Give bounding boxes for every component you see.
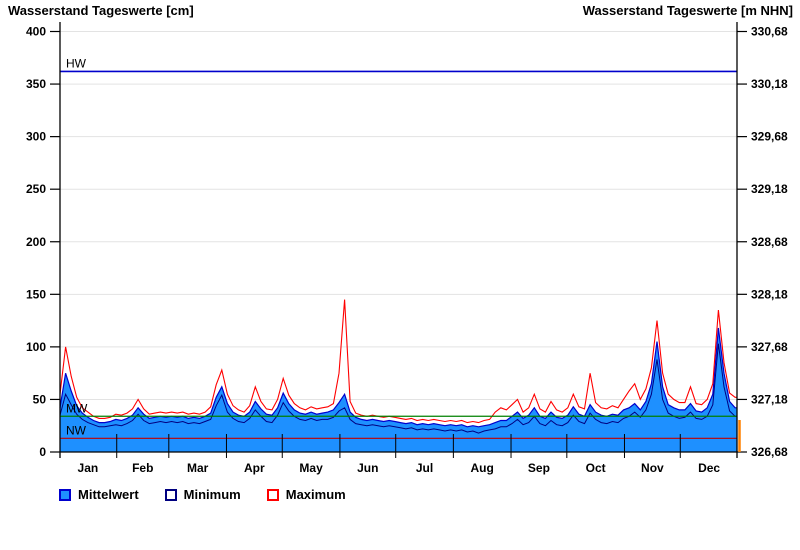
y-tick-label-left: 0 bbox=[39, 445, 46, 459]
y-tick-label-left: 250 bbox=[26, 182, 46, 196]
y-tick-label-left: 300 bbox=[26, 130, 46, 144]
x-tick-label-month: May bbox=[299, 461, 323, 475]
chart-title-right: Wasserstand Tageswerte [m NHN] bbox=[582, 3, 793, 18]
y-tick-label-left: 50 bbox=[33, 392, 47, 406]
x-tick-label-month: Nov bbox=[641, 461, 664, 475]
x-tick-label-month: Jan bbox=[78, 461, 99, 475]
y-tick-label-right: 328,68 bbox=[751, 235, 788, 249]
y-gridlines bbox=[60, 31, 737, 400]
x-tick-label-month: Feb bbox=[132, 461, 153, 475]
y-tick-label-right: 327,18 bbox=[751, 392, 788, 406]
x-tick-label-month: Aug bbox=[471, 461, 494, 475]
y-tick-label-right: 330,18 bbox=[751, 77, 788, 91]
legend-label-mittelwert: Mittelwert bbox=[78, 487, 139, 502]
hw-label: HW bbox=[66, 56, 87, 70]
y-tick-label-left: 150 bbox=[26, 287, 46, 301]
legend-label-maximum: Maximum bbox=[285, 487, 346, 502]
x-tick-label-month: Mar bbox=[187, 461, 209, 475]
x-tick-label-month: Oct bbox=[586, 461, 606, 475]
x-tick-label-month: Jul bbox=[416, 461, 433, 475]
chart-legend: Mittelwert Minimum Maximum bbox=[59, 487, 346, 502]
chart-title-left: Wasserstand Tageswerte [cm] bbox=[8, 3, 194, 18]
x-tick-label-month: Dec bbox=[698, 461, 720, 475]
y-tick-label-right: 326,68 bbox=[751, 445, 788, 459]
y-tick-label-left: 400 bbox=[26, 25, 46, 39]
legend-label-minimum: Minimum bbox=[183, 487, 241, 502]
nw-label: NW bbox=[66, 423, 87, 437]
y-tick-label-right: 330,68 bbox=[751, 25, 788, 39]
mittelwert-swatch-icon bbox=[59, 488, 71, 501]
axes bbox=[50, 22, 747, 458]
y-tick-label-left: 350 bbox=[26, 77, 46, 91]
legend-item-maximum: Maximum bbox=[266, 487, 346, 502]
legend-item-minimum: Minimum bbox=[164, 487, 241, 502]
x-tick-label-month: Sep bbox=[528, 461, 550, 475]
y-tick-label-right: 329,68 bbox=[751, 130, 788, 144]
y-tick-label-right: 328,18 bbox=[751, 287, 788, 301]
minimum-line bbox=[59, 343, 737, 434]
maximum-swatch-icon bbox=[266, 488, 279, 501]
maximum-line bbox=[59, 299, 737, 424]
x-tick-label-month: Jun bbox=[357, 461, 378, 475]
minimum-swatch-icon bbox=[164, 488, 177, 501]
y-tick-label-left: 200 bbox=[26, 235, 46, 249]
mw-label: MW bbox=[66, 401, 88, 415]
y-tick-label-right: 327,68 bbox=[751, 340, 788, 354]
mittelwert-area bbox=[60, 328, 737, 452]
month-boundary-ticks bbox=[116, 434, 681, 458]
x-tick-label-month: Apr bbox=[244, 461, 265, 475]
y-tick-label-left: 100 bbox=[26, 340, 46, 354]
legend-item-mittelwert: Mittelwert bbox=[59, 487, 139, 502]
y-tick-label-right: 329,18 bbox=[751, 182, 788, 196]
